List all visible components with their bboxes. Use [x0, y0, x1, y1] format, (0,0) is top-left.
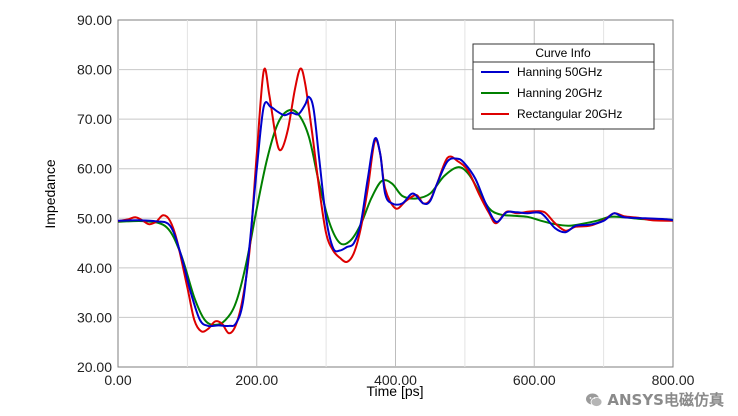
legend-items: Hanning 50GHz Hanning 20GHz Rectangular 20…	[481, 65, 622, 121]
x-tick-label: 0.00	[104, 372, 131, 388]
y-tick-label: 70.00	[77, 111, 112, 127]
x-tick-label: 200.00	[235, 372, 278, 388]
legend-label: Hanning 20GHz	[517, 86, 602, 100]
legend-title: Curve Info	[535, 46, 591, 60]
y-tick-label: 60.00	[77, 161, 112, 177]
watermark-text: ANSYS电磁仿真	[607, 391, 724, 409]
x-tick-label: 800.00	[652, 372, 695, 388]
y-axis-title: Impedance	[42, 159, 58, 228]
x-axis-tick-labels: 0.00 200.00 400.00 600.00 800.00	[104, 372, 694, 388]
legend: Curve Info Hanning 50GHz Hanning 20GHz Rec…	[472, 43, 655, 130]
series-line-hanning-50ghz	[117, 95, 674, 328]
legend-label: Hanning 50GHz	[517, 65, 602, 79]
y-tick-label: 40.00	[77, 260, 112, 276]
y-tick-label: 80.00	[77, 62, 112, 78]
x-axis-title: Time [ps]	[366, 383, 423, 399]
y-tick-label: 30.00	[77, 309, 112, 325]
x-tick-label: 400.00	[374, 372, 417, 388]
series-lines	[117, 67, 674, 335]
series-line-rectangular-20ghz	[117, 67, 674, 335]
grid-lines	[118, 20, 673, 367]
y-tick-label: 50.00	[77, 210, 112, 226]
series-line-hanning-20ghz	[117, 108, 674, 326]
watermark: ANSYS电磁仿真	[585, 389, 724, 410]
y-axis-tick-labels: 20.00 30.00 40.00 50.00 60.00 70.00 80.00 90.00	[77, 12, 112, 375]
y-tick-label: 20.00	[77, 359, 112, 375]
y-tick-label: 90.00	[77, 12, 112, 28]
wechat-icon	[586, 393, 603, 407]
legend-label: Rectangular 20GHz	[517, 107, 622, 121]
x-tick-label: 600.00	[513, 372, 556, 388]
